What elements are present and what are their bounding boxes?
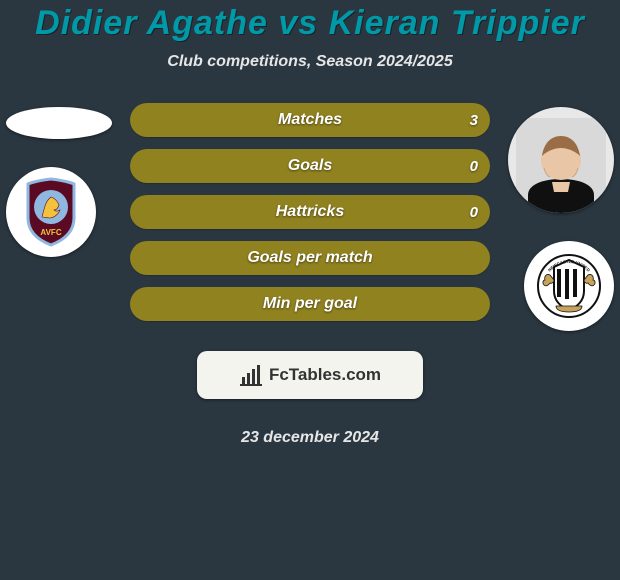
snapshot-date: 23 december 2024 [130,429,490,447]
stat-bar-right [130,149,490,183]
page-subtitle: Club competitions, Season 2024/2025 [0,53,620,71]
page-title: Didier Agathe vs Kieran Trippier [0,4,620,43]
nufc-badge-icon: NEWCASTLE UNITED [536,253,602,319]
player-portrait-icon [516,118,606,213]
comparison-row: AVFC Matches 3 Goals 0 [0,99,620,447]
right-player-avatar [508,107,614,213]
left-club-crest: AVFC [6,167,96,257]
stat-value-right: 3 [470,103,478,137]
comparison-infographic: Didier Agathe vs Kieran Trippier Club co… [0,0,620,447]
left-column: AVFC [6,99,124,257]
stat-bar-right [130,287,490,321]
brand-text: FcTables.com [269,365,381,385]
bar-chart-icon [239,363,263,387]
stat-row: Goals per match [130,241,490,275]
right-column: NEWCASTLE UNITED [496,99,614,331]
stat-value-right: 0 [470,149,478,183]
left-player-avatar [6,107,112,139]
stat-row: Hattricks 0 [130,195,490,229]
brand-badge: FcTables.com [197,351,423,399]
stat-row: Goals 0 [130,149,490,183]
stat-row: Matches 3 [130,103,490,137]
avfc-badge-icon: AVFC [20,177,82,247]
svg-text:AVFC: AVFC [40,228,61,237]
stat-bar-right [130,241,490,275]
stat-row: Min per goal [130,287,490,321]
right-club-crest: NEWCASTLE UNITED [524,241,614,331]
stat-bar-right [130,103,490,137]
stats-panel: Matches 3 Goals 0 Hattricks 0 [124,99,496,447]
stat-bar-right [130,195,490,229]
stat-value-right: 0 [470,195,478,229]
